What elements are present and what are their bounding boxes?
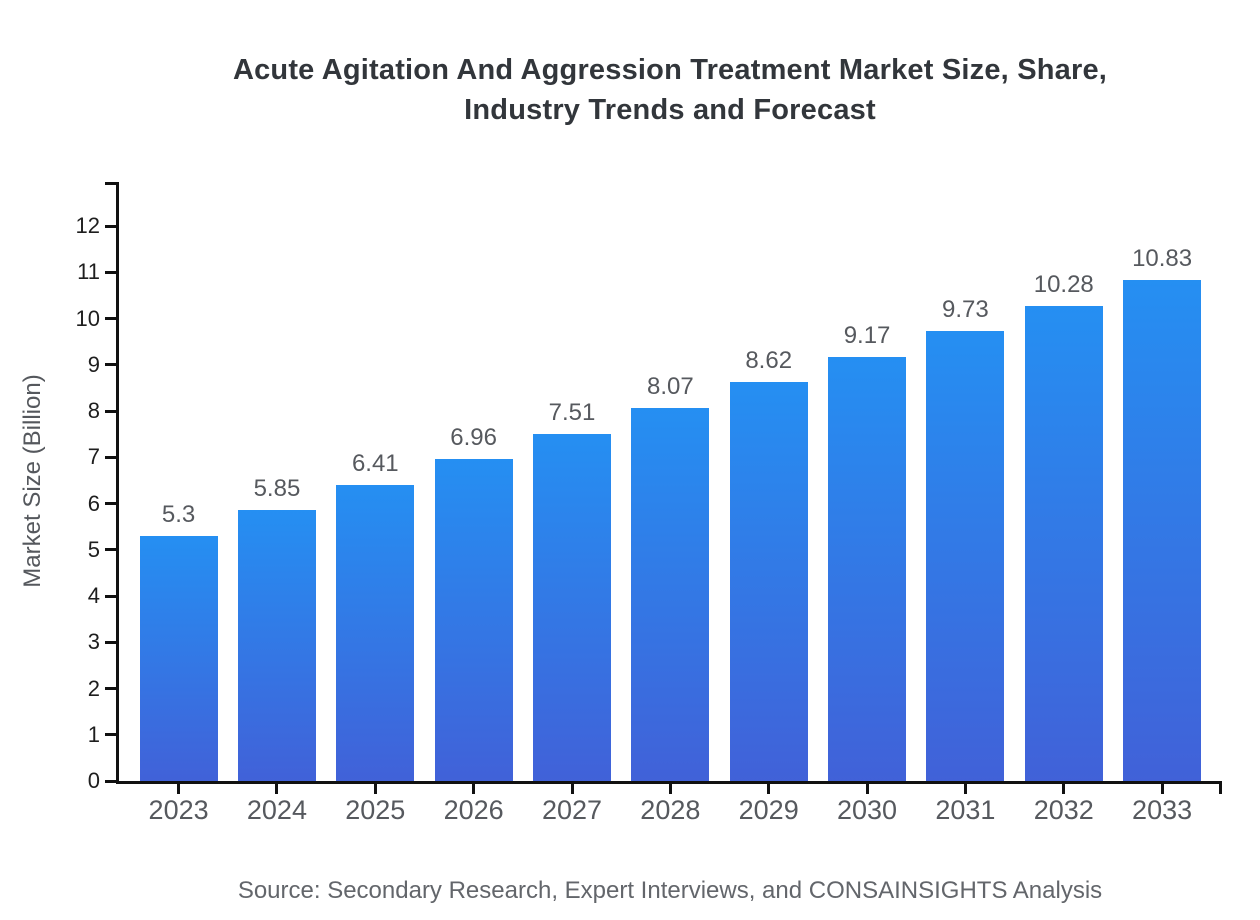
y-axis-tick (105, 455, 116, 459)
y-axis-tick-label: 1 (87, 721, 100, 747)
bar-2027 (533, 433, 611, 783)
chart-title: Acute Agitation And Aggression Treatment… (80, 50, 1260, 130)
bar-2030 (828, 356, 907, 783)
bar-2032 (1024, 305, 1103, 783)
bar-2024 (237, 510, 316, 783)
y-axis-tick-label: 8 (87, 398, 100, 423)
chart-title-line-1: Acute Agitation And Aggression Treatment… (232, 54, 1108, 86)
y-axis-tick (105, 270, 116, 274)
x-axis-tick-label: 2028 (640, 795, 701, 825)
y-axis-tick (105, 317, 116, 320)
bar-value-label: 7.51 (548, 398, 596, 426)
x-axis-end-cap (1219, 784, 1222, 794)
y-axis-tick (105, 640, 116, 644)
y-axis-tick-label: 2 (87, 675, 100, 701)
bar-value-label: 9.17 (843, 321, 891, 349)
x-axis-tick (963, 784, 967, 794)
x-axis-tick (373, 784, 377, 794)
y-axis-tick-label: 3 (87, 629, 100, 655)
y-axis-tick (105, 594, 116, 598)
x-axis-tick-label: 2032 (1033, 795, 1094, 825)
y-axis-tick (105, 224, 116, 228)
bar-2029 (729, 382, 808, 783)
x-axis-tick (865, 784, 869, 794)
y-axis-tick (105, 363, 116, 367)
x-axis-line (116, 781, 1222, 784)
x-axis-tick-label: 2029 (738, 795, 799, 825)
bar-value-label: 5.3 (161, 500, 196, 528)
y-axis-tick-label: 7 (87, 444, 100, 470)
bar-value-label: 10.28 (1033, 270, 1094, 298)
bar-2025 (336, 484, 415, 783)
y-axis-tick-label: 5 (87, 536, 100, 562)
x-axis-tick (1062, 784, 1066, 794)
x-axis-tick-label: 2033 (1132, 795, 1193, 825)
x-axis-tick (668, 784, 672, 794)
bar-value-label: 6.96 (450, 424, 497, 452)
x-axis-tick (570, 784, 574, 794)
bar-value-label: 9.73 (942, 295, 989, 323)
x-axis-tick (1160, 784, 1164, 794)
y-axis-tick (105, 687, 116, 690)
y-axis-tick (105, 548, 116, 552)
x-axis-tick (275, 784, 279, 794)
y-axis-tick-label: 10 (75, 305, 100, 331)
bar-2033 (1123, 280, 1202, 783)
x-axis-tick (767, 784, 771, 794)
y-axis-end-cap (105, 182, 116, 185)
bar-value-label: 5.85 (253, 475, 301, 503)
y-axis-title: Market Size (Billion) (19, 374, 46, 588)
x-axis-tick-label: 2031 (935, 795, 996, 825)
y-axis-tick (105, 502, 116, 505)
x-axis-tick (472, 784, 476, 794)
chart-title-line-2: Industry Trends and Forecast (464, 94, 876, 126)
y-axis-tick (105, 733, 116, 737)
y-axis-tick-label: 6 (87, 490, 100, 516)
x-axis-tick-label: 2030 (837, 795, 898, 825)
y-axis-tick-label: 9 (87, 351, 100, 377)
x-axis-tick-label: 2024 (246, 795, 307, 825)
y-axis-tick-label: 0 (87, 768, 100, 793)
bar-2023 (139, 535, 218, 783)
bar-value-label: 8.07 (646, 372, 694, 400)
y-axis-line (116, 182, 119, 784)
y-axis-tick-label: 12 (75, 213, 100, 238)
bar-2026 (434, 459, 513, 783)
bar-2031 (926, 330, 1005, 783)
bar-2028 (631, 407, 710, 783)
bar-value-label: 10.83 (1132, 245, 1193, 273)
x-axis-tick-label: 2027 (541, 795, 603, 825)
y-axis-tick (105, 779, 116, 783)
bar-value-label: 8.62 (745, 347, 793, 375)
x-axis-tick-label: 2025 (345, 795, 406, 825)
y-axis-tick (105, 409, 116, 413)
y-axis-tick-label: 4 (87, 583, 100, 608)
y-axis-tick-label: 11 (77, 259, 100, 285)
source-note: Source: Secondary Research, Expert Inter… (237, 877, 1103, 904)
x-axis-tick (177, 784, 181, 794)
bar-value-label: 6.41 (351, 449, 399, 477)
x-axis-tick-label: 2026 (443, 795, 504, 825)
x-axis-tick-label: 2023 (148, 795, 209, 825)
